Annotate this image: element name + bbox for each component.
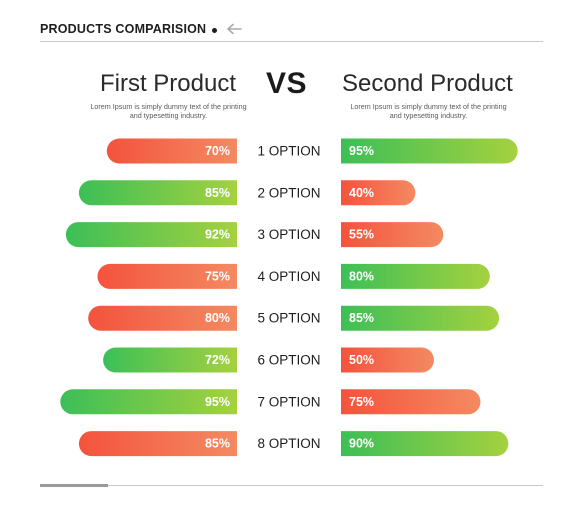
second-product-value-label: 80% <box>349 269 374 283</box>
second-product-bar <box>341 305 500 331</box>
option-label: 3 OPTION <box>257 227 320 242</box>
option-label: 5 OPTION <box>257 311 320 326</box>
option-label: 6 OPTION <box>257 353 320 368</box>
first-product-value-label: 75% <box>205 269 230 283</box>
second-product-bar <box>341 263 490 289</box>
page-title: PRODUCTS COMPARISION <box>40 22 207 36</box>
vs-label: VS <box>266 67 308 100</box>
comparison-chart: 70% 1 OPTION 95% 85% 2 OPTION 40% 92% 3 OPTION 5… <box>60 138 518 457</box>
second-product-bar <box>341 431 509 457</box>
second-product-description: Lorem Ipsum is simply dummy text of the … <box>350 102 507 120</box>
second-product-value-label: 40% <box>349 186 374 200</box>
first-product-bar <box>78 431 237 457</box>
header-divider <box>40 41 543 42</box>
second-product-bar <box>341 347 434 373</box>
first-product-bar <box>97 263 237 289</box>
option-label: 7 OPTION <box>257 394 320 409</box>
first-product-description: Lorem Ipsum is simply dummy text of the … <box>90 102 247 120</box>
first-product-bar <box>103 347 237 373</box>
first-product-value-label: 95% <box>205 395 230 409</box>
second-product-value-label: 95% <box>349 144 374 158</box>
first-product-value-label: 70% <box>205 144 230 158</box>
first-product-title: First Product <box>99 70 236 97</box>
header: PRODUCTS COMPARISION <box>40 20 543 44</box>
first-product-bar <box>78 180 238 206</box>
second-product-value-label: 75% <box>349 395 374 409</box>
second-product-value-label: 85% <box>349 311 374 325</box>
first-product-value-label: 80% <box>205 311 230 325</box>
second-product-bar <box>341 389 481 415</box>
second-product-value-label: 90% <box>349 437 374 451</box>
first-product-value-label: 92% <box>205 228 230 242</box>
bullet-dot <box>212 28 217 33</box>
option-label: 1 OPTION <box>257 144 320 159</box>
option-label: 4 OPTION <box>257 269 320 284</box>
first-product-bar <box>88 305 237 331</box>
option-label: 2 OPTION <box>257 185 320 200</box>
option-label: 8 OPTION <box>257 436 320 451</box>
first-product-bar <box>106 138 238 164</box>
second-product-value-label: 50% <box>349 353 374 367</box>
second-product-bar <box>341 222 444 248</box>
second-product-bar <box>341 180 416 206</box>
footer-accent-bar <box>40 484 108 487</box>
second-product-title: Second Product <box>342 70 513 97</box>
second-product-value-label: 55% <box>349 228 374 242</box>
arrow-left-icon[interactable] <box>226 23 242 35</box>
second-product-bar <box>341 138 518 164</box>
first-product-value-label: 72% <box>205 353 230 367</box>
first-product-value-label: 85% <box>205 437 230 451</box>
first-product-value-label: 85% <box>205 186 230 200</box>
first-product-bar <box>60 389 237 415</box>
footer-divider <box>40 485 543 486</box>
first-product-bar <box>65 222 237 248</box>
